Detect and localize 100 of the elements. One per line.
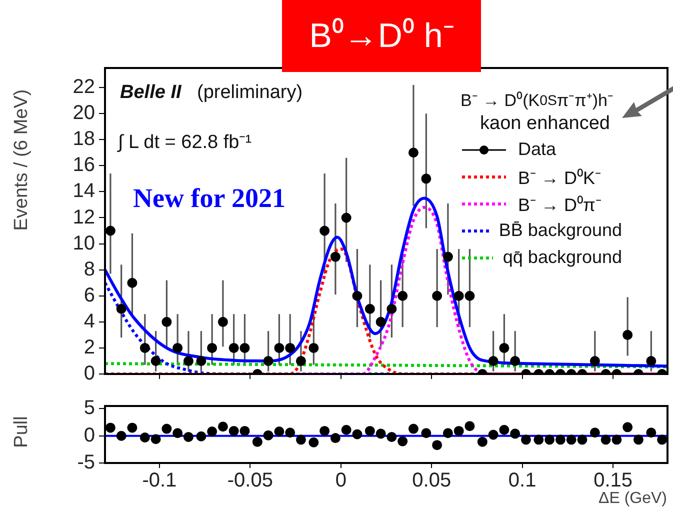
y-tick-label: 4 [84,310,95,332]
point [263,430,274,440]
x-tick-label: 0 [335,470,346,492]
point [432,440,442,450]
point [464,421,475,432]
annotation: Belle II [120,82,182,104]
point [622,422,633,432]
point [140,432,150,442]
point [285,428,296,438]
point [477,436,488,447]
point [386,304,397,314]
y-tick-label: 12 [72,206,95,228]
point [454,426,464,436]
point [150,434,161,444]
point [352,290,362,301]
legend-label: qq̄ background [502,247,622,268]
y-axis-title: Events / (6 MeV) [11,89,33,231]
point [330,252,340,262]
x-tick-label: -0.05 [227,470,273,492]
point [398,436,408,446]
point [252,436,262,447]
point [657,434,668,445]
point [577,434,588,445]
y-tick-label: 5 [84,397,95,420]
point [364,304,375,314]
point [116,304,126,314]
point [352,429,362,440]
point [590,356,600,366]
x-axis-title: ΔE (GeV) [598,490,667,507]
point [534,434,544,445]
point [274,426,284,437]
point [646,356,656,366]
point [308,342,319,353]
point [386,432,397,442]
point [308,437,319,448]
point [228,426,239,436]
y-tick-label: 0 [84,362,95,385]
point [162,424,172,434]
point [140,342,150,353]
point [127,422,138,433]
legend-label: Data [518,139,556,160]
point [398,290,408,301]
y-tick-label: 16 [72,154,95,176]
point [510,428,520,439]
point [555,434,566,445]
point [218,316,228,327]
point [240,342,250,353]
point [172,342,183,353]
annotation: New for 2021 [133,183,286,214]
point [488,356,498,366]
point [622,330,633,340]
y-tick-label: 2 [84,336,95,358]
point [196,356,206,366]
point [172,428,183,438]
y-tick-label: 8 [84,258,95,280]
point [207,426,218,437]
x-tick-label: 0.1 [508,470,536,492]
chart-title: B⁰→D⁰ h⁻ [282,0,481,72]
legend-label: BB̄ background [498,220,622,241]
point [207,342,218,353]
point [376,428,386,439]
point [646,428,656,438]
point [330,433,340,444]
point [442,428,453,438]
point [127,278,138,288]
x-tick-label: 0.05 [412,470,452,492]
y-tick-label: 18 [72,128,95,150]
point [544,434,555,445]
point [285,342,296,353]
point [376,316,386,327]
point [196,431,206,442]
x-tick-label: 0.15 [594,470,633,492]
point [364,426,375,436]
y-tick-label: -5 [77,452,95,474]
y-tick-label: 20 [72,102,95,124]
legend-label: B⁻ → D⁰K⁻ [518,166,602,188]
point [341,212,352,223]
point [600,434,611,445]
annotation: ∫ L dt = 62.8 fb⁻¹ [118,131,252,154]
point [105,226,116,236]
point [162,316,172,327]
point [408,424,418,434]
point [442,252,453,262]
point [263,356,274,366]
point [228,342,239,353]
y-tick-label: 6 [84,284,95,306]
y-tick-label: 0 [84,424,95,446]
point [320,426,330,436]
point [105,422,116,433]
y-tick-label: 14 [72,180,95,202]
y-tick-label: 22 [72,76,95,98]
point [218,422,228,432]
point [590,428,600,438]
point [454,290,464,301]
point [499,342,510,353]
annotation: kaon enhanced [480,113,610,135]
point [341,424,352,435]
point [464,290,475,301]
annotation: (preliminary) [197,82,303,104]
point [612,434,622,445]
